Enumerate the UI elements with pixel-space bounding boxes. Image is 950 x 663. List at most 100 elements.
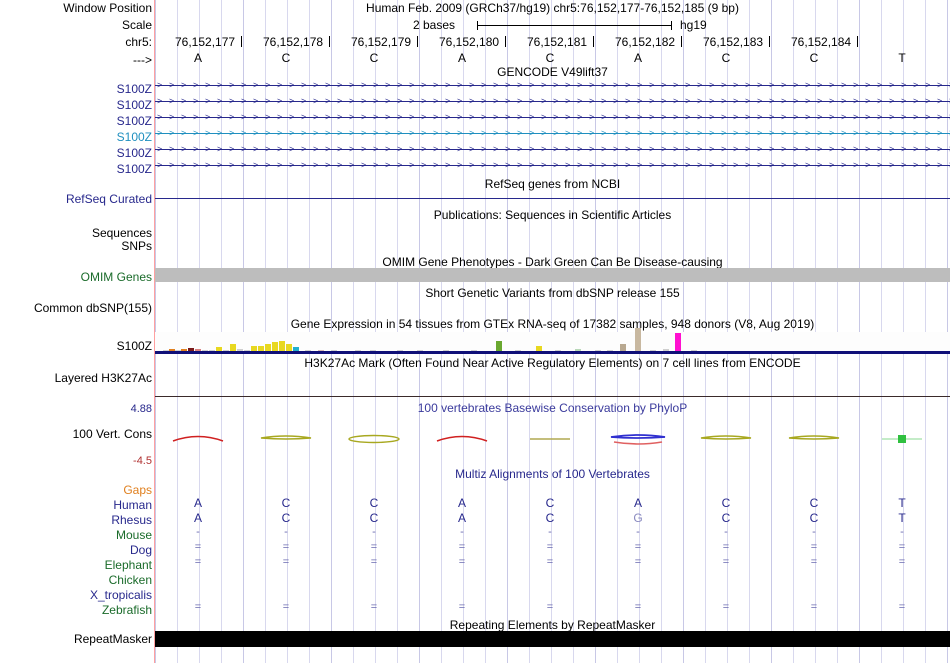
strand-arrow-icon: >	[877, 80, 883, 90]
strand-arrow-icon: >	[889, 80, 895, 90]
track-data-area[interactable]: Human Feb. 2009 (GRCh37/hg19) chr5:76,15…	[155, 0, 950, 663]
label-species-rhesus[interactable]: Rhesus	[111, 513, 152, 527]
label-gencode-row-0[interactable]: S100Z	[116, 82, 152, 96]
label-species-x-tropicalis[interactable]: X_tropicalis	[89, 588, 152, 602]
gridline	[749, 0, 750, 663]
strand-arrow-icon: >	[577, 128, 583, 138]
strand-arrow-icon: >	[781, 80, 787, 90]
strand-arrow-icon: >	[397, 144, 403, 154]
strand-arrow-icon: >	[181, 96, 187, 106]
gencode-transcript-row[interactable]: > > > > > > > > > > > > > > > > > > > > > > > > > > > > > > > > > > > > > > > >…	[155, 144, 950, 154]
strand-arrow-icon: >	[265, 160, 271, 170]
strand-arrow-icon: >	[817, 96, 823, 106]
label-species-zebrafish[interactable]: Zebrafish	[101, 603, 152, 617]
label-snps[interactable]: SNPs	[121, 239, 152, 253]
label-layered-h3k27ac[interactable]: Layered H3K27Ac	[54, 371, 152, 385]
strand-arrow-icon: >	[505, 144, 511, 154]
strand-arrow-icon: >	[889, 96, 895, 106]
strand-arrow-icon: >	[841, 128, 847, 138]
strand-arrow-icon: >	[169, 160, 175, 170]
gridline	[221, 0, 222, 663]
label-cons-max: 4.88	[130, 403, 152, 415]
strand-arrow-icon: >	[157, 112, 163, 122]
label-common-dbsnp[interactable]: Common dbSNP(155)	[33, 301, 152, 315]
strand-arrow-icon: >	[361, 80, 367, 90]
strand-arrow-icon: >	[553, 96, 559, 106]
strand-arrow-icon: >	[553, 128, 559, 138]
strand-arrow-icon: >	[385, 160, 391, 170]
ruler-base-letter: C	[281, 51, 291, 65]
multiz-base: =	[370, 601, 378, 613]
strand-arrow-icon: >	[673, 96, 679, 106]
ruler-tick	[769, 36, 770, 47]
strand-arrow-icon: >	[877, 96, 883, 106]
phylop-conservation-plot[interactable]	[155, 420, 950, 458]
label-species-mouse[interactable]: Mouse	[115, 528, 152, 542]
gencode-transcript-row[interactable]: > > > > > > > > > > > > > > > > > > > > > > > > > > > > > > > > > > > > > > > >…	[155, 96, 950, 106]
conservation-mark	[610, 434, 666, 445]
repeatmasker-bar[interactable]	[155, 631, 950, 647]
scale-row: 2 bases hg19	[155, 19, 950, 33]
label-gtex-s100z[interactable]: S100Z	[116, 339, 152, 353]
strand-arrow-icon: >	[601, 144, 607, 154]
strand-arrow-icon: >	[229, 112, 235, 122]
multiz-base: A	[193, 511, 202, 525]
strand-arrow-icon: >	[541, 144, 547, 154]
label-gencode-row-3[interactable]: S100Z	[116, 130, 152, 144]
gtex-tissue-bar	[575, 349, 581, 352]
strand-arrow-icon: >	[721, 144, 727, 154]
multiz-alignment-rows[interactable]: A C C A C A C C T A C C A C G C C T - - - - - - - - - = = = = = = = = = = = = =…	[155, 497, 950, 617]
gtex-tissue-bar	[237, 349, 243, 352]
strand-arrow-icon: >	[445, 112, 451, 122]
label-gencode-row-4[interactable]: S100Z	[116, 146, 152, 160]
label-species-human[interactable]: Human	[113, 498, 152, 512]
multiz-base: =	[546, 556, 554, 568]
strand-arrow-icon: >	[865, 80, 871, 90]
label-refseq-curated[interactable]: RefSeq Curated	[65, 192, 152, 206]
strand-arrow-icon: >	[769, 112, 775, 122]
strand-arrow-icon: >	[553, 112, 559, 122]
omim-gene-bar[interactable]	[155, 268, 950, 282]
h3k27ac-baseline	[155, 396, 950, 397]
label-repeatmasker[interactable]: RepeatMasker	[73, 632, 152, 646]
gencode-transcript-row[interactable]: > > > > > > > > > > > > > > > > > > > > > > > > > > > > > > > > > > > > > > > >…	[155, 112, 950, 122]
label-sequences[interactable]: Sequences	[91, 226, 152, 240]
strand-arrow-icon: >	[241, 112, 247, 122]
gtex-tissue-bar	[230, 344, 236, 352]
label-gencode-row-5[interactable]: S100Z	[116, 162, 152, 176]
label-gaps[interactable]: Gaps	[123, 483, 152, 497]
strand-arrow-icon: >	[889, 144, 895, 154]
refseq-gene-line[interactable]	[155, 198, 950, 199]
strand-arrow-icon: >	[229, 80, 235, 90]
strand-arrow-icon: >	[925, 144, 931, 154]
label-strand: --->	[133, 53, 152, 67]
gencode-transcript-row[interactable]: > > > > > > > > > > > > > > > > > > > > > > > > > > > > > > > > > > > > > > > >…	[155, 128, 950, 138]
strand-arrow-icon: >	[769, 144, 775, 154]
label-species-elephant[interactable]: Elephant	[104, 558, 152, 572]
strand-arrow-icon: >	[877, 128, 883, 138]
strand-arrow-icon: >	[661, 128, 667, 138]
gtex-tissue-bar	[536, 346, 542, 352]
label-scale: Scale	[121, 18, 152, 32]
strand-arrow-icon: >	[277, 128, 283, 138]
gtex-expression-barchart[interactable]	[155, 328, 950, 352]
strand-arrow-icon: >	[517, 128, 523, 138]
label-100-vert-cons[interactable]: 100 Vert. Cons	[72, 427, 152, 441]
multiz-base: -	[724, 526, 728, 538]
strand-arrow-icon: >	[613, 144, 619, 154]
strand-arrow-icon: >	[601, 80, 607, 90]
strand-arrow-icon: >	[397, 80, 403, 90]
strand-arrow-icon: >	[613, 128, 619, 138]
gencode-transcript-row[interactable]: > > > > > > > > > > > > > > > > > > > > > > > > > > > > > > > > > > > > > > > >…	[155, 160, 950, 170]
strand-arrow-icon: >	[853, 128, 859, 138]
label-gencode-row-2[interactable]: S100Z	[116, 114, 152, 128]
strand-arrow-icon: >	[853, 96, 859, 106]
gencode-transcript-row[interactable]: > > > > > > > > > > > > > > > > > > > > > > > > > > > > > > > > > > > > > > > >…	[155, 80, 950, 90]
label-species-chicken[interactable]: Chicken	[108, 573, 152, 587]
label-species-dog[interactable]: Dog	[129, 543, 152, 557]
label-omim-genes[interactable]: OMIM Genes	[80, 270, 152, 284]
strand-arrow-icon: >	[769, 160, 775, 170]
label-gencode-row-1[interactable]: S100Z	[116, 98, 152, 112]
strand-arrow-icon: >	[241, 96, 247, 106]
strand-arrow-icon: >	[589, 144, 595, 154]
